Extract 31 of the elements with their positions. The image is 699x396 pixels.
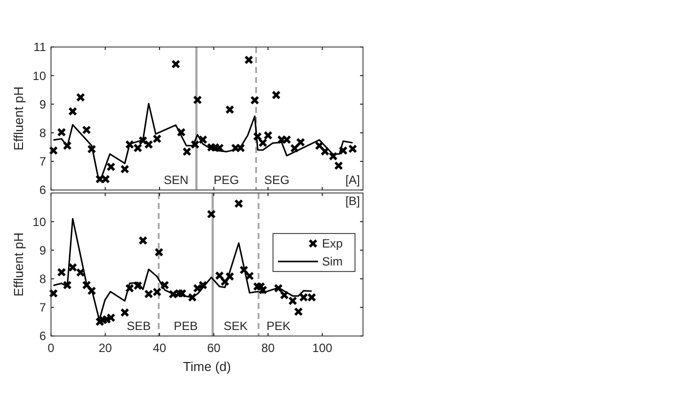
y-tick-label: 8 — [39, 126, 46, 140]
y-tick-label: 9 — [39, 243, 46, 258]
annotation: PEG — [214, 173, 239, 187]
annotation: [B] — [345, 194, 360, 208]
x-tick-label: 100 — [312, 341, 333, 355]
y-tick-label: 6 — [39, 329, 46, 344]
annotation: SEG — [264, 173, 290, 187]
y-axis-title: Effluent pH — [11, 86, 26, 151]
x-tick-label: 20 — [98, 341, 112, 355]
x-tick-label: 40 — [152, 341, 167, 355]
annotation: SEB — [126, 319, 151, 333]
y-tick-label: 11 — [34, 40, 46, 54]
y-tick-label: 8 — [39, 272, 46, 286]
y-tick-label: 6 — [39, 183, 46, 198]
x-tick-label: 0 — [48, 341, 55, 355]
y-tick-label: 10 — [32, 68, 46, 83]
annotation: SEK — [224, 319, 248, 333]
x-tick-label: 80 — [261, 341, 276, 355]
y-tick-label: 7 — [39, 300, 46, 315]
y-tick-label: 9 — [39, 97, 46, 112]
annotation: [A] — [345, 173, 360, 187]
annotation: SEN — [164, 173, 188, 187]
legend-label: Exp — [322, 236, 344, 251]
annotation: PEK — [266, 319, 291, 333]
legend-label: Sim — [322, 254, 343, 269]
annotation: PEB — [174, 319, 198, 333]
y-axis-title: Effluent pH — [11, 232, 26, 297]
x-axis-title: Time (d) — [183, 359, 231, 374]
y-tick-label: 10 — [32, 214, 46, 229]
y-tick-label: 7 — [39, 154, 46, 169]
x-tick-label: 60 — [207, 341, 221, 355]
